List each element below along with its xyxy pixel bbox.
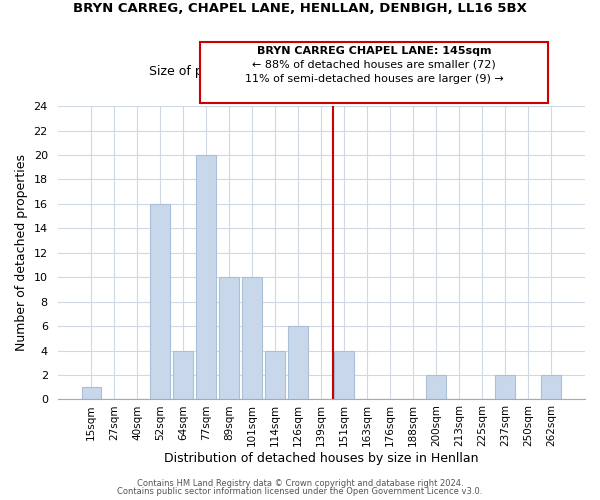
Bar bbox=[82, 387, 101, 400]
Text: Contains public sector information licensed under the Open Government Licence v3: Contains public sector information licen… bbox=[118, 487, 482, 496]
Bar bbox=[173, 350, 193, 400]
Bar bbox=[242, 277, 262, 400]
Bar bbox=[196, 155, 216, 400]
Bar bbox=[265, 350, 285, 400]
Text: BRYN CARREG CHAPEL LANE: 145sqm: BRYN CARREG CHAPEL LANE: 145sqm bbox=[257, 46, 491, 56]
Text: BRYN CARREG, CHAPEL LANE, HENLLAN, DENBIGH, LL16 5BX: BRYN CARREG, CHAPEL LANE, HENLLAN, DENBI… bbox=[73, 2, 527, 16]
Bar bbox=[496, 375, 515, 400]
X-axis label: Distribution of detached houses by size in Henllan: Distribution of detached houses by size … bbox=[164, 452, 479, 465]
Text: 11% of semi-detached houses are larger (9) →: 11% of semi-detached houses are larger (… bbox=[245, 74, 503, 84]
Y-axis label: Number of detached properties: Number of detached properties bbox=[15, 154, 28, 352]
Bar bbox=[541, 375, 561, 400]
Title: Size of property relative to detached houses in Henllan: Size of property relative to detached ho… bbox=[149, 66, 494, 78]
Text: Contains HM Land Registry data © Crown copyright and database right 2024.: Contains HM Land Registry data © Crown c… bbox=[137, 478, 463, 488]
Bar bbox=[289, 326, 308, 400]
Bar bbox=[151, 204, 170, 400]
Bar bbox=[334, 350, 354, 400]
Bar bbox=[220, 277, 239, 400]
Bar bbox=[427, 375, 446, 400]
Text: ← 88% of detached houses are smaller (72): ← 88% of detached houses are smaller (72… bbox=[252, 60, 496, 70]
